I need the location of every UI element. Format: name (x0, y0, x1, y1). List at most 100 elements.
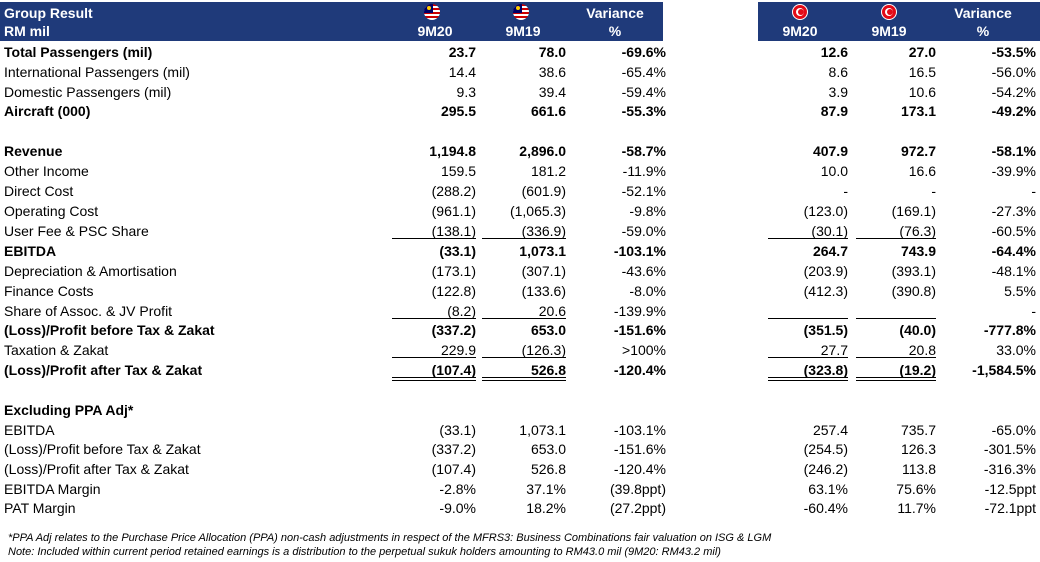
cell-my-9m19: 39.4 (538, 84, 566, 100)
cell-tr-9m20: -60.4% (803, 500, 848, 516)
underline (482, 357, 566, 358)
cell-my-9m20: 295.5 (440, 103, 476, 119)
cell-my-variance: -55.3% (621, 103, 666, 119)
double-underline (392, 377, 476, 378)
cell-tr-9m20: (254.5) (803, 441, 848, 457)
cell-tr-variance: -49.2% (991, 103, 1036, 119)
row-label: (Loss)/Profit before Tax & Zakat (4, 441, 201, 457)
cell-my-9m20: (961.1) (431, 203, 476, 219)
cell-tr-9m19: 972.7 (900, 143, 936, 159)
table-row: Finance Costs (122.8) (133.6) -8.0% (412.3) (… (0, 281, 1040, 301)
underline (392, 318, 476, 319)
cell-my-9m20: -9.0% (439, 500, 476, 516)
col-header-my-9m20: 9M20 (417, 23, 453, 39)
cell-tr-9m19: 11.7% (897, 500, 936, 516)
row-label: Operating Cost (4, 203, 99, 219)
cell-tr-9m19 (848, 400, 936, 420)
cell-my-9m20: (107.4) (431, 461, 476, 477)
cell-tr-9m20: (351.5) (803, 322, 848, 338)
cell-tr-9m20: 27.7 (820, 342, 848, 358)
table-row: EBITDA Margin -2.8% 37.1% (39.8ppt) 63.1% 75.… (0, 479, 1040, 499)
cell-my-variance: >100% (622, 342, 666, 358)
cell-tr-9m20: (323.8) (803, 362, 848, 378)
footnote-sukuk: Note: Included within current period ret… (8, 546, 721, 558)
row-label: Direct Cost (4, 183, 74, 199)
cell-my-variance: -151.6% (613, 322, 666, 338)
cell-tr-variance: -72.1ppt (984, 500, 1036, 516)
cell-tr-9m20 (760, 400, 848, 420)
cell-my-variance: -11.9% (622, 163, 666, 179)
row-label: (Loss)/Profit after Tax & Zakat (4, 461, 189, 477)
table-row: (Loss)/Profit before Tax & Zakat (337.2) 6… (0, 439, 1040, 459)
table-row: PAT Margin -9.0% 18.2% (27.2ppt) -60.4% 11.7%… (0, 498, 1040, 518)
table-row: Revenue 1,194.8 2,896.0 -58.7% 407.9 972.7 -58… (0, 141, 1040, 161)
cell-my-9m20: (33.1) (439, 422, 476, 438)
cell-tr-variance: -56.0% (991, 64, 1036, 80)
cell-my-9m19: (307.1) (521, 263, 566, 279)
cell-tr-9m20: 63.1% (808, 481, 848, 497)
cell-my-9m19: 661.6 (530, 103, 566, 119)
cell-tr-9m19: 126.3 (900, 441, 936, 457)
cell-my-9m20: 23.7 (448, 44, 476, 60)
cell-tr-variance: -316.3% (983, 461, 1036, 477)
table-row: Excluding PPA Adj* (0, 400, 1040, 420)
cell-my-9m19: 526.8 (530, 461, 566, 477)
cell-tr-9m19: 16.6 (908, 163, 936, 179)
cell-tr-variance: -54.2% (991, 84, 1036, 100)
underline (482, 238, 566, 239)
table-title: Group Result (4, 5, 93, 21)
cell-tr-9m19: - (931, 183, 936, 199)
cell-my-9m19: 20.6 (538, 303, 566, 319)
cell-tr-9m20: 10.0 (820, 163, 848, 179)
cell-my-9m19: 1,073.1 (519, 422, 566, 438)
cell-my-9m20: (107.4) (431, 362, 476, 378)
cell-my-9m19: 1,073.1 (519, 243, 566, 259)
turkey-flag-icon (881, 4, 897, 20)
row-label: Taxation & Zakat (4, 342, 109, 358)
cell-my-9m20: (337.2) (431, 322, 476, 338)
cell-my-9m20 (386, 400, 476, 420)
cell-my-variance: -151.6% (613, 441, 666, 457)
cell-my-9m20: (33.1) (439, 243, 476, 259)
footnote-ppa: *PPA Adj relates to the Purchase Price A… (8, 532, 772, 544)
underline (856, 318, 936, 319)
cell-tr-9m20: 8.6 (828, 64, 848, 80)
cell-tr-9m20: (123.0) (803, 203, 848, 219)
row-label: Excluding PPA Adj* (4, 402, 134, 418)
cell-tr-9m20: (246.2) (803, 461, 848, 477)
cell-tr-9m20: 407.9 (812, 143, 848, 159)
cell-tr-variance: -48.1% (991, 263, 1036, 279)
underline (768, 318, 848, 319)
table-row: (Loss)/Profit before Tax & Zakat (337.2) 6… (0, 320, 1040, 340)
cell-my-9m19: 526.8 (530, 362, 566, 378)
table-row: (Loss)/Profit after Tax & Zakat (107.4) 52… (0, 360, 1040, 380)
cell-my-variance: -58.7% (621, 143, 666, 159)
underline (392, 238, 476, 239)
cell-my-9m20: 229.9 (440, 342, 476, 358)
row-label: EBITDA Margin (4, 481, 101, 497)
table-row: Aircraft (000) 295.5 661.6 -55.3% 87.9 173.1 -… (0, 101, 1040, 121)
row-label: PAT Margin (4, 500, 76, 516)
cell-my-9m20: (173.1) (431, 263, 476, 279)
cell-tr-9m19: (390.8) (891, 283, 936, 299)
cell-tr-9m19: (393.1) (891, 263, 936, 279)
cell-tr-9m19: 27.0 (908, 44, 936, 60)
malaysia-flag-icon (424, 4, 440, 20)
row-label: (Loss)/Profit before Tax & Zakat (4, 322, 215, 338)
cell-my-9m19: 653.0 (530, 441, 566, 457)
cell-my-variance: -103.1% (613, 422, 666, 438)
cell-tr-9m19: (169.1) (891, 203, 936, 219)
cell-tr-variance: -39.9% (991, 163, 1036, 179)
cell-my-9m19: 2,896.0 (519, 143, 566, 159)
cell-tr-variance: -1,584.5% (972, 362, 1036, 378)
cell-my-variance: -9.8% (629, 203, 666, 219)
cell-my-9m19: (126.3) (521, 342, 566, 358)
double-underline (768, 377, 848, 378)
row-label: EBITDA (4, 422, 55, 438)
cell-tr-variance: -301.5% (983, 441, 1036, 457)
underline (482, 318, 566, 319)
cell-my-variance: (27.2ppt) (609, 500, 666, 516)
underline (856, 238, 936, 239)
cell-tr-9m20: (203.9) (803, 263, 848, 279)
